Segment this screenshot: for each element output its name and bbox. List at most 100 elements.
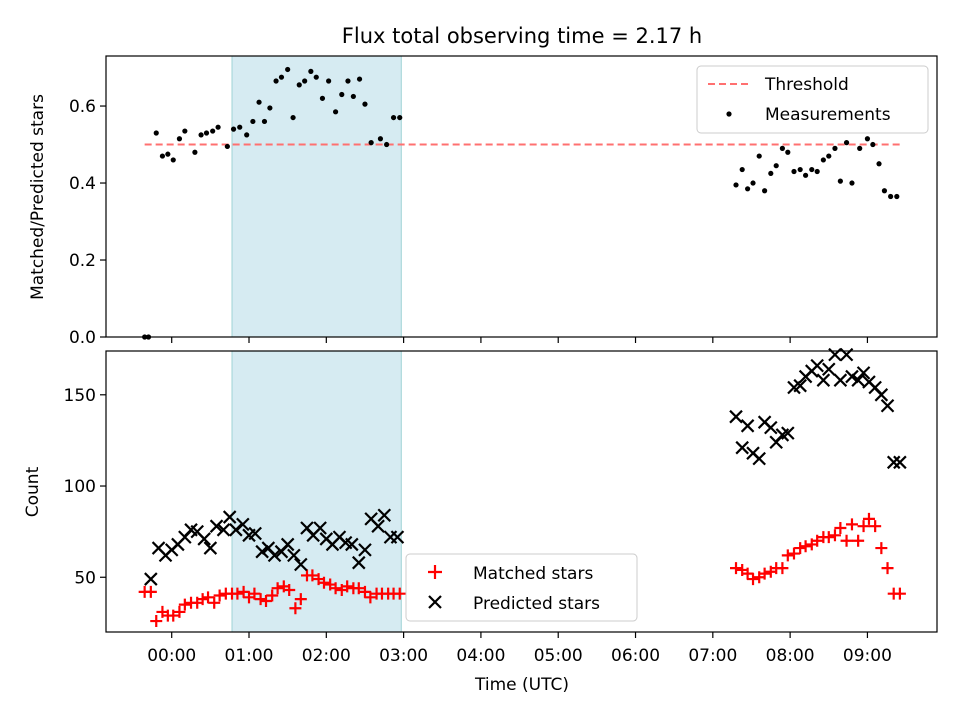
predicted-stars-point — [236, 517, 250, 532]
matched-stars-point — [248, 587, 261, 600]
measurements-point — [837, 178, 843, 184]
matched-stars-point — [828, 529, 841, 542]
measurements-point — [250, 118, 256, 125]
measurements-point — [802, 172, 809, 178]
measurements-point — [881, 188, 888, 194]
measurements-point — [773, 163, 779, 169]
measurements-point — [302, 78, 308, 84]
predicted-stars-point — [313, 521, 327, 535]
measurements-point — [198, 132, 204, 138]
predicted-stars-point — [810, 358, 824, 373]
predicted-stars-point — [280, 537, 295, 552]
matched-stars-point — [289, 602, 302, 615]
ratio-y-tick-label: 0.2 — [69, 251, 96, 271]
measurements-point — [791, 168, 797, 175]
measurements-point — [339, 91, 345, 98]
matched-stars-point — [845, 518, 858, 531]
matched-stars-point — [862, 512, 875, 525]
predicted-stars-point — [197, 532, 211, 546]
measurements-point — [267, 105, 273, 111]
predicted-stars-point — [740, 419, 755, 433]
matched-stars-point — [213, 589, 226, 602]
x-tick-label: 06:00 — [611, 646, 660, 666]
predicted-stars-point — [893, 455, 907, 470]
measurements-point — [244, 132, 250, 138]
measurements-point — [345, 78, 351, 84]
matched-stars-point — [254, 593, 267, 606]
predicted-stars-point — [267, 548, 282, 563]
measurements-point — [876, 161, 882, 167]
x-axis-label: Time (UTC) — [474, 675, 569, 695]
predicted-stars-point — [845, 369, 859, 384]
matched-stars-point — [202, 591, 215, 604]
measurements-point — [237, 124, 243, 130]
count-y-tick-label: 100 — [64, 477, 96, 497]
matched-stars-point — [787, 547, 800, 560]
observing-window-span — [232, 56, 402, 337]
predicted-stars-point — [816, 373, 831, 387]
measurements-point — [832, 145, 838, 151]
measurements-point — [779, 145, 785, 151]
measurements-point — [290, 114, 296, 121]
matched-stars-point — [840, 534, 853, 547]
x-tick-label: 02:00 — [302, 646, 351, 666]
measurements-point — [756, 153, 762, 159]
measurements-point — [826, 153, 832, 159]
predicted-stars-point — [886, 455, 901, 470]
measurements-point — [285, 66, 291, 73]
count-panel-ylabel: Count — [23, 466, 43, 517]
predicted-stars-point — [203, 541, 218, 555]
predicted-stars-point — [358, 543, 372, 557]
measurements-point — [390, 114, 397, 121]
measurements-point — [192, 149, 198, 155]
x-tick-label: 01:00 — [225, 646, 274, 666]
measurements-point — [368, 140, 374, 146]
matched-stars-point — [317, 576, 330, 589]
predicted-stars-point — [833, 373, 848, 387]
legend-predicted-label: Predicted stars — [473, 594, 600, 614]
x-tick-label: 07:00 — [688, 646, 737, 666]
matched-stars-point — [271, 582, 284, 595]
measurements-point — [750, 180, 756, 186]
measurements-point — [362, 101, 368, 107]
measurements-point — [356, 76, 363, 82]
measurements-point — [762, 188, 768, 194]
measurements-point — [176, 136, 183, 142]
measurements-point — [894, 193, 900, 200]
predicted-stars-point — [144, 572, 158, 586]
ratio-legend-box — [696, 65, 929, 134]
measurements-point — [319, 95, 326, 101]
measurements-point — [849, 180, 855, 186]
matched-stars-point — [266, 589, 279, 602]
predicted-stars-point — [752, 451, 766, 466]
predicted-stars-point — [735, 440, 749, 455]
matched-stars-point — [741, 567, 754, 580]
measurements-point — [170, 157, 176, 163]
measurements-point — [182, 128, 188, 134]
matched-stars-point — [329, 582, 342, 595]
observing-window-span — [232, 351, 402, 632]
x-tick-label: 03:00 — [379, 646, 428, 666]
measurements-point — [745, 186, 751, 192]
measurements-point — [857, 145, 863, 151]
measurements-point — [261, 118, 268, 125]
matched-stars-point — [150, 615, 163, 628]
measurements-point — [203, 130, 210, 136]
predicted-stars-point — [222, 510, 237, 524]
measurements-point — [159, 153, 166, 159]
matched-stars-point — [196, 593, 209, 606]
x-tick-label: 08:00 — [766, 646, 815, 666]
measurements-point — [326, 78, 332, 84]
measurements-point — [870, 141, 876, 148]
predicted-stars-point — [248, 526, 262, 541]
predicted-stars-point — [209, 519, 224, 533]
matched-stars-point — [167, 609, 180, 622]
ratio-panel-frame — [105, 55, 938, 338]
predicted-stars-point — [781, 426, 795, 440]
predicted-stars-point — [345, 537, 359, 552]
count-y-tick-label: 50 — [74, 568, 96, 588]
predicted-stars-point — [764, 420, 778, 435]
x-tick-label: 04:00 — [456, 646, 505, 666]
matched-stars-point — [208, 596, 221, 609]
